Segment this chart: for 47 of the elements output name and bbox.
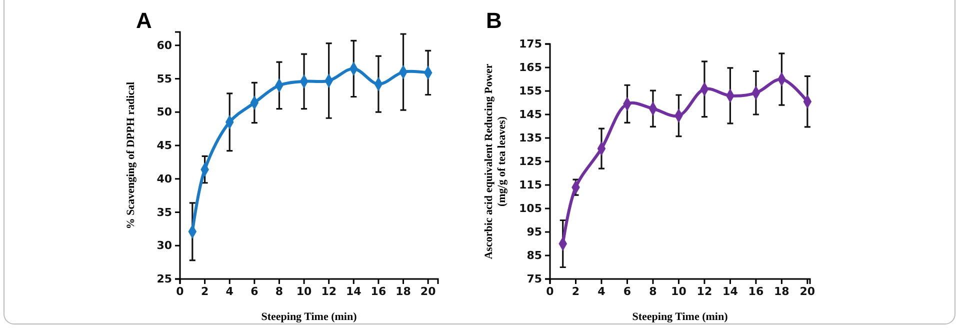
y-tick-label: 115: [519, 178, 542, 192]
x-tick-label: 16: [370, 284, 386, 298]
y-tick-label: 60: [156, 38, 172, 52]
y-axis-title: % Scavenging of DPPH radical: [125, 82, 137, 230]
x-tick-label: 12: [321, 284, 336, 298]
x-tick-label: 20: [800, 284, 816, 298]
x-tick-label: 18: [774, 284, 790, 298]
y-tick-label: 145: [519, 108, 542, 122]
x-tick-label: 20: [420, 284, 436, 298]
y-tick-label: 135: [519, 132, 542, 145]
x-tick-label: 8: [275, 284, 284, 298]
chart-title: B: [486, 8, 502, 33]
x-tick-label: 2: [572, 284, 580, 298]
x-tick-label: 8: [649, 284, 657, 298]
x-tick-label: 14: [346, 284, 362, 298]
x-axis-title: Steeping Time (min): [261, 311, 358, 323]
x-tick-label: 18: [396, 284, 411, 298]
y-tick-label: 155: [519, 84, 542, 98]
x-tick-label: 14: [722, 284, 738, 298]
x-tick-label: 6: [250, 284, 259, 298]
y-tick-label: 175: [519, 38, 542, 51]
x-tick-label: 4: [226, 284, 234, 298]
y-tick-label: 95: [526, 226, 542, 239]
x-tick-label: 16: [748, 284, 764, 298]
y-axis-title: Ascorbic acid equivalent Reducing Power (mg/g of tea leaves): [483, 64, 508, 260]
y-tick-label: 25: [156, 272, 172, 286]
y-tick-label: 85: [526, 249, 542, 262]
y-tick-label: 125: [519, 155, 542, 168]
x-tick-label: 4: [598, 284, 606, 298]
x-tick-label: 12: [696, 284, 712, 298]
x-tick-label: 0: [176, 284, 184, 298]
chart-title: A: [136, 8, 152, 33]
y-tick-label: 75: [526, 272, 542, 286]
x-tick-label: 10: [296, 284, 312, 298]
y-tick-label: 40: [156, 172, 172, 186]
y-tick-label: 55: [156, 72, 172, 86]
y-tick-label: 165: [519, 61, 542, 74]
y-tick-label: 45: [156, 139, 172, 152]
x-tick-label: 0: [546, 284, 554, 298]
x-tick-label: 6: [623, 284, 632, 298]
y-tick-label: 105: [519, 202, 542, 216]
y-tick-label: 35: [156, 206, 172, 219]
y-tick-label: 30: [156, 239, 172, 252]
x-axis-title: Steeping Time (min): [632, 311, 728, 323]
x-tick-label: 2: [200, 284, 209, 298]
y-tick-label: 50: [156, 106, 172, 119]
x-tick-label: 10: [671, 284, 687, 298]
